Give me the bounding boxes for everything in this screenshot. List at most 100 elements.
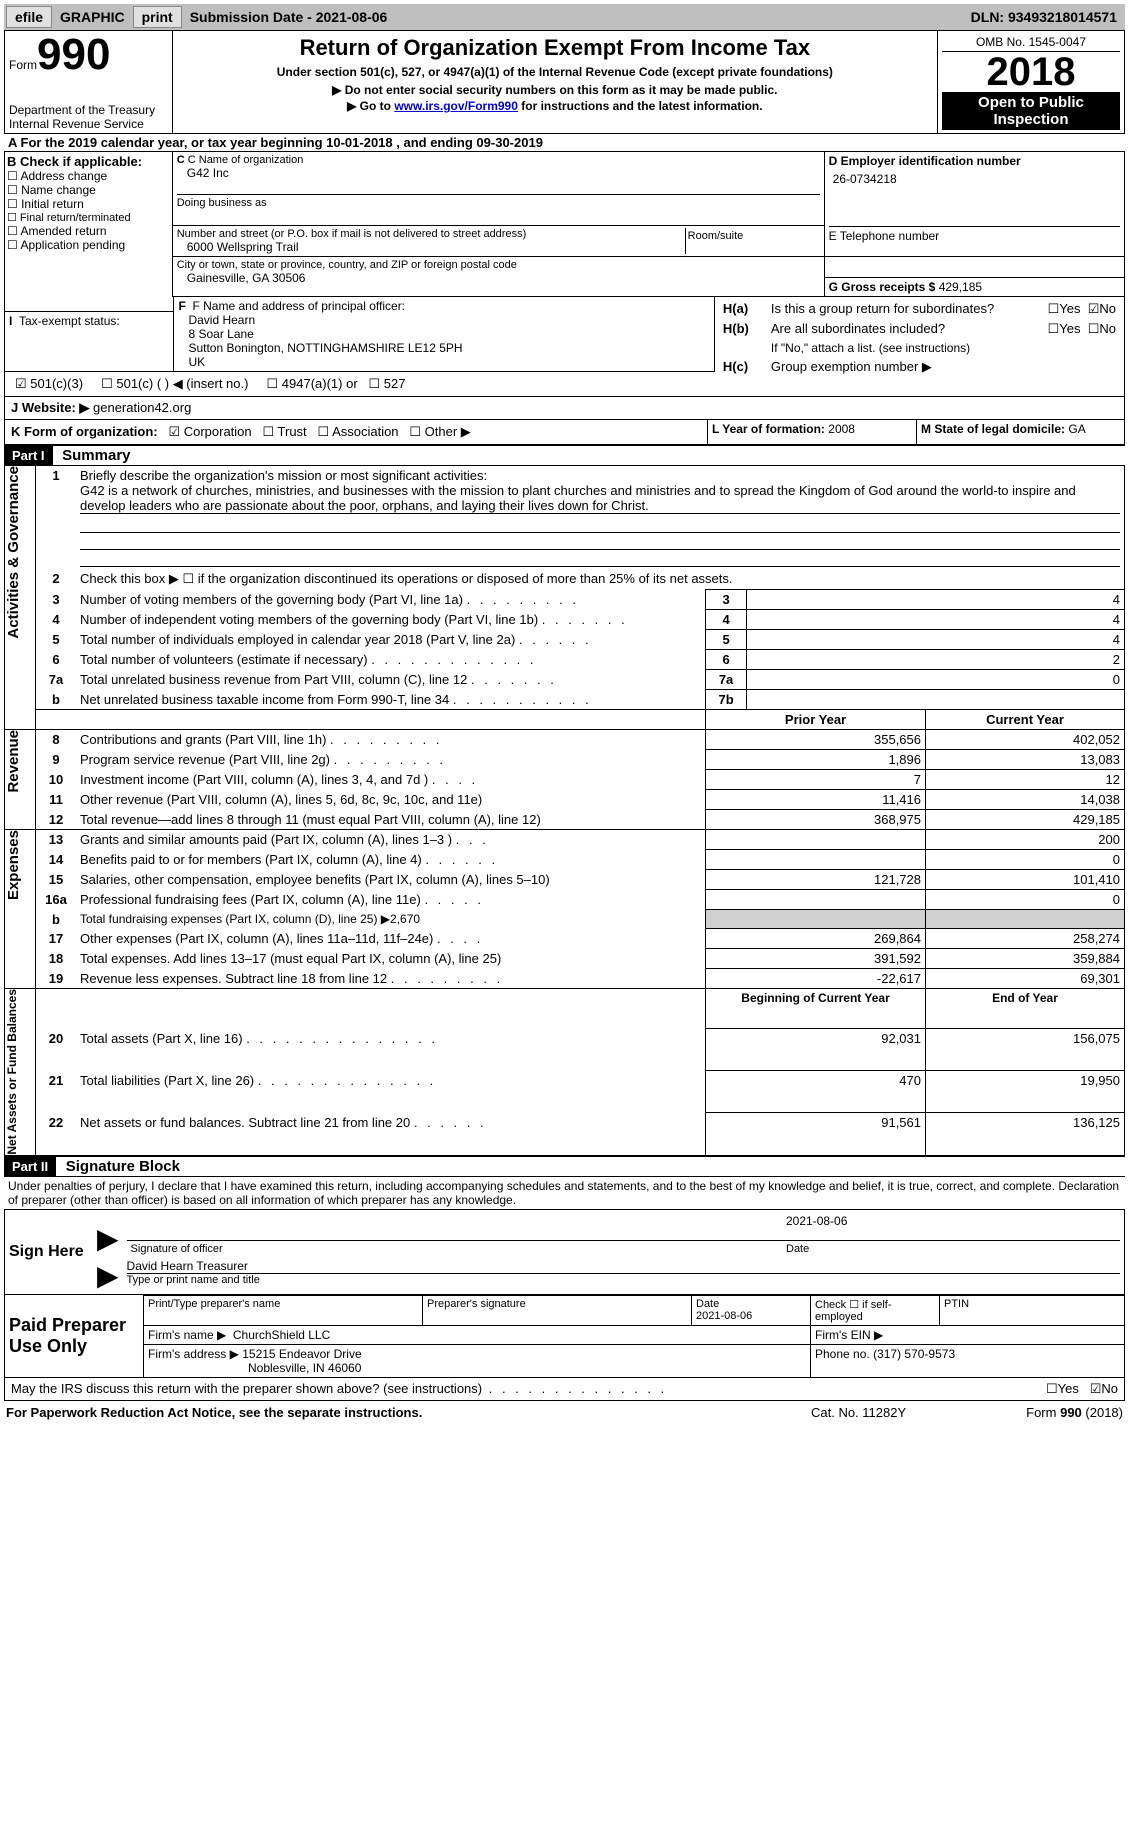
entity-block: B Check if applicable: ☐ Address change … [4,152,1125,297]
officer-name: David Hearn [178,313,709,327]
val4: 4 [747,610,1125,630]
line20: Total assets (Part X, line 16) . . . . .… [76,1029,706,1071]
c12: 429,185 [926,810,1125,830]
side-expenses: Expenses [5,830,22,900]
line5: Total number of individuals employed in … [76,630,706,650]
part2-header-row: Part II Signature Block [4,1156,1125,1177]
line4: Number of independent voting members of … [76,610,706,630]
part2-title: Signature Block [60,1158,180,1175]
sig-date-val: 2021-08-06 [782,1212,1120,1241]
box-k: K Form of organization: ☑ Corporation ☐ … [5,420,708,445]
part1-title: Summary [56,447,130,464]
p16a [706,890,926,910]
box-m: M State of legal domicile: GA [917,420,1125,445]
org-name: G42 Inc [177,166,820,180]
name-title-label: Type or print name and title [127,1274,1120,1286]
officer-name-title: David Hearn Treasurer [127,1259,1120,1274]
form-title: Return of Organization Exempt From Incom… [177,35,933,61]
p13 [706,830,926,850]
discuss-row: May the IRS discuss this return with the… [4,1378,1125,1401]
line6: Total number of volunteers (estimate if … [76,650,706,670]
h-a-prefix: H(a) [723,301,748,316]
line14: Benefits paid to or for members (Part IX… [76,850,706,870]
c9: 13,083 [926,750,1125,770]
hdr-end: End of Year [926,989,1125,1029]
line21: Total liabilities (Part X, line 26) . . … [76,1071,706,1113]
prep-date: Date2021-08-06 [692,1295,811,1325]
efile-button[interactable]: efile [6,6,52,28]
k-l-m-row: K Form of organization: ☑ Corporation ☐ … [4,420,1125,445]
hdr-curr: Current Year [926,710,1125,730]
firm-name: Firm's name ▶ ChurchShield LLC [144,1325,811,1344]
hdr-prior: Prior Year [706,710,926,730]
line7b: Net unrelated business taxable income fr… [76,690,706,710]
h-b-answer: ☐Yes ☐No [1002,319,1120,339]
line2: Check this box ▶ ☐ if the organization d… [76,569,1125,590]
city-state-zip: Gainesville, GA 30506 [177,271,820,285]
line8: Contributions and grants (Part VIII, lin… [76,730,706,750]
box-g: G Gross receipts $ 429,185 [824,278,1124,297]
header-table: Form990 Department of the Treasury Inter… [4,31,1125,134]
box-i-label: I Tax-exempt status: [5,311,174,371]
opt-address-change[interactable]: ☐ Address change [7,169,168,183]
side-activities: Activities & Governance [5,466,22,639]
opt-initial-return[interactable]: ☐ Initial return [7,197,168,211]
c11: 14,038 [926,790,1125,810]
line19: Revenue less expenses. Subtract line 18 … [76,969,706,989]
firm-ein: Firm's EIN ▶ [811,1325,1125,1344]
city-label: City or town, state or province, country… [177,259,820,271]
part1-label: Part I [4,446,53,465]
submission-label: Submission Date - 2021-08-06 [190,9,388,25]
street-addr: 6000 Wellspring Trail [177,240,685,254]
line16a: Professional fundraising fees (Part IX, … [76,890,706,910]
opt-final-return[interactable]: ☐ Final return/terminated [7,211,168,224]
box-b-label: B Check if applicable: [7,154,168,169]
sign-here-block: Sign Here ▶ 2021-08-06 Signature of offi… [4,1210,1125,1295]
c20: 156,075 [926,1029,1125,1071]
tax-exempt-row: ☑ 501(c)(3) ☐ 501(c) ( ) ◀ (insert no.) … [5,372,715,397]
opt-name-change[interactable]: ☐ Name change [7,183,168,197]
print-button[interactable]: print [133,6,182,28]
c22: 136,125 [926,1113,1125,1155]
p14 [706,850,926,870]
self-emp: Check ☐ if self-employed [811,1295,940,1325]
prep-sig-label: Preparer's signature [423,1295,692,1325]
form-subtitle: Under section 501(c), 527, or 4947(a)(1)… [177,65,933,79]
box-d-label: D Employer identification number [829,154,1120,168]
officer-addr2: Sutton Bonington, NOTTINGHAMSHIRE LE12 5… [178,341,709,355]
line18: Total expenses. Add lines 13–17 (must eq… [76,949,706,969]
line10: Investment income (Part VIII, column (A)… [76,770,706,790]
h-c-text: Group exemption number ▶ [767,357,1120,377]
line9: Program service revenue (Part VIII, line… [76,750,706,770]
page-footer: For Paperwork Reduction Act Notice, see … [4,1401,1125,1424]
goto-note: ▶ Go to www.irs.gov/Form990 for instruct… [177,99,933,113]
p18: 391,592 [706,949,926,969]
c8: 402,052 [926,730,1125,750]
website-row: J Website: ▶ generation42.org [4,397,1125,420]
c15: 101,410 [926,870,1125,890]
line15: Salaries, other compensation, employee b… [76,870,706,890]
dln: DLN: 93493218014571 [971,9,1123,25]
box-l: L Year of formation: 2008 [708,420,917,445]
officer-addr3: UK [178,355,709,369]
firm-addr: Firm's address ▶ 15215 Endeavor Drive No… [144,1344,811,1377]
dba-label: Doing business as [177,194,820,209]
line16b: Total fundraising expenses (Part IX, col… [76,910,706,929]
line7a: Total unrelated business revenue from Pa… [76,670,706,690]
opt-amended-return[interactable]: ☐ Amended return [7,224,168,238]
c10: 12 [926,770,1125,790]
p21: 470 [706,1071,926,1113]
sign-here-label: Sign Here [9,1243,84,1260]
line11: Other revenue (Part VIII, column (A), li… [76,790,706,810]
h-note: If "No," attach a list. (see instruction… [767,339,1120,357]
p20: 92,031 [706,1029,926,1071]
opt-app-pending[interactable]: ☐ Application pending [7,238,168,252]
perjury-text: Under penalties of perjury, I declare th… [4,1177,1125,1210]
addr-label: Number and street (or P.O. box if mail i… [177,228,685,240]
irs-link[interactable]: www.irs.gov/Form990 [394,99,518,113]
officer-addr1: 8 Soar Lane [178,327,709,341]
form-label: Form990 [9,33,168,77]
box-e-label: E Telephone number [829,226,1120,243]
dept-label: Department of the Treasury [9,103,168,117]
line22: Net assets or fund balances. Subtract li… [76,1113,706,1155]
